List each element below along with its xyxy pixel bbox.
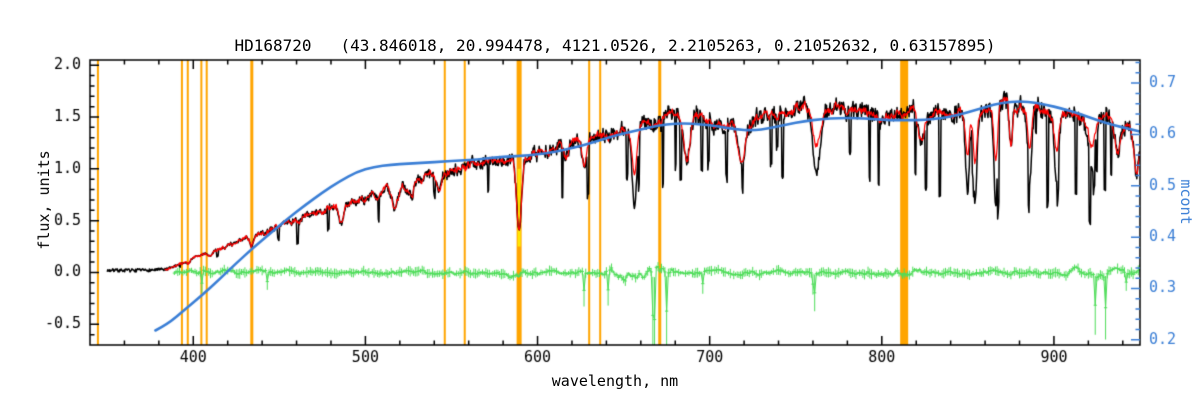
y-axis-label-right: mcont	[1177, 179, 1195, 225]
y-axis-label-left: flux, units	[35, 150, 53, 250]
chart-title: HD168720 (43.846018, 20.994478, 4121.052…	[234, 36, 996, 55]
x-axis-label: wavelength, nm	[551, 372, 679, 390]
